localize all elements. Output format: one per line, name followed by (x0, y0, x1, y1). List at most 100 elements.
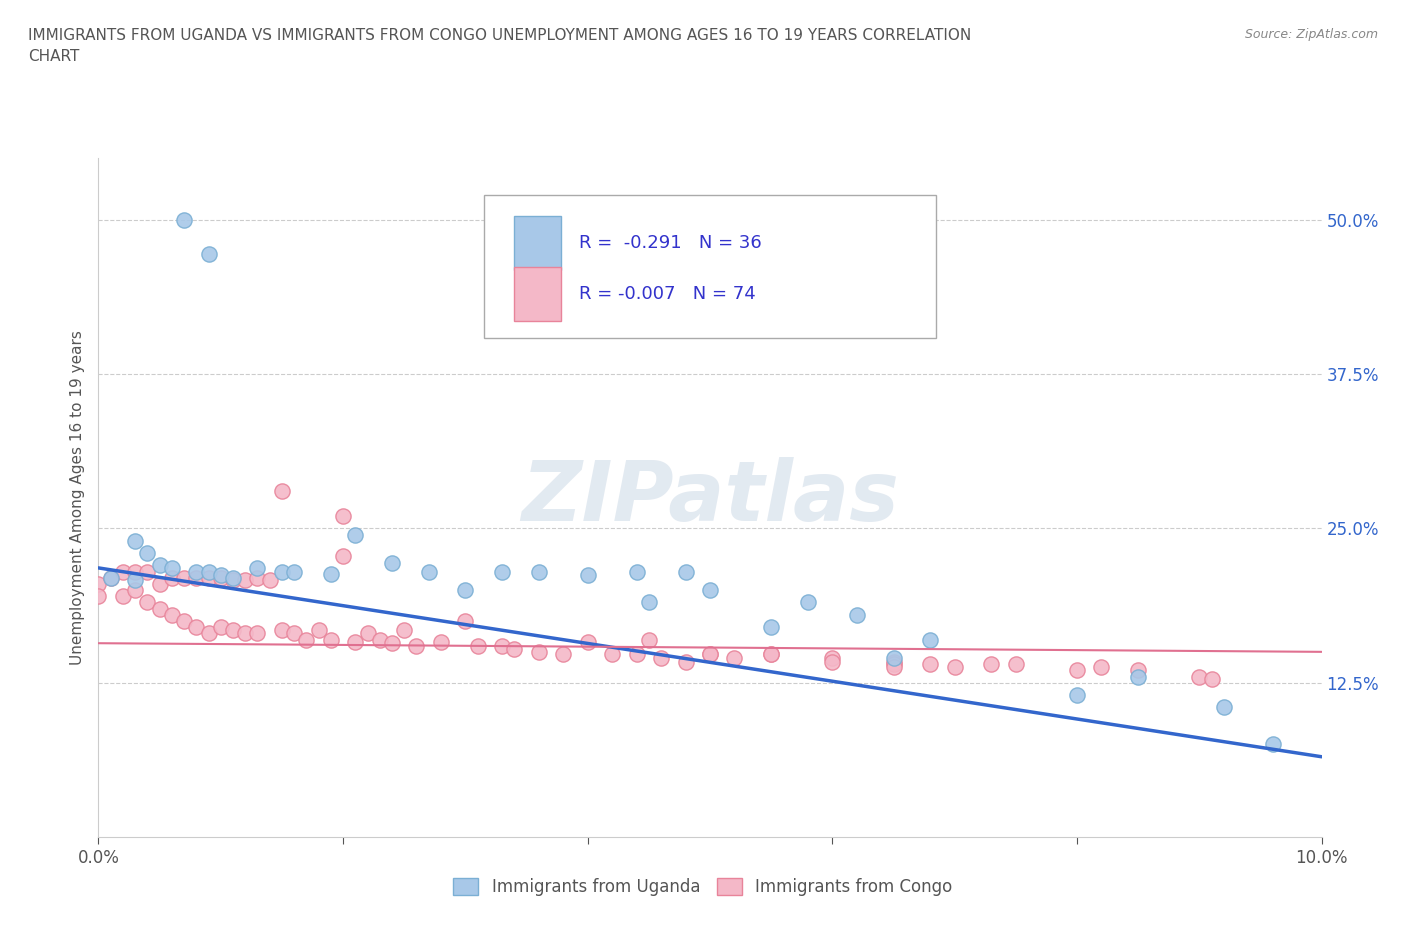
Point (723, 651, 745, 666)
Point (136, 565, 159, 579)
Point (980, 657, 1002, 671)
Point (430, 634, 453, 649)
Point (111, 589, 134, 604)
Point (124, 533, 146, 548)
Point (454, 583, 477, 598)
Text: R = -0.007   N = 74: R = -0.007 N = 74 (579, 285, 756, 303)
Point (675, 565, 697, 579)
Point (759, 647, 782, 662)
Point (759, 619, 782, 634)
Point (1066, 687, 1088, 702)
Point (637, 632, 661, 647)
Point (160, 570, 183, 585)
Point (368, 632, 391, 647)
Point (136, 595, 159, 610)
Point (845, 607, 868, 622)
Point (418, 565, 440, 579)
Point (209, 570, 232, 585)
Point (124, 573, 146, 588)
Point (270, 622, 292, 637)
Point (503, 642, 526, 657)
Point (136, 546, 159, 561)
Point (197, 626, 219, 641)
Point (576, 568, 599, 583)
Bar (515, 216, 561, 270)
Point (319, 566, 342, 581)
Point (883, 651, 905, 666)
Text: Source: ZipAtlas.com: Source: ZipAtlas.com (1244, 28, 1378, 41)
Point (1128, 669, 1150, 684)
Point (233, 626, 256, 641)
Text: IMMIGRANTS FROM UGANDA VS IMMIGRANTS FROM CONGO UNEMPLOYMENT AMONG AGES 16 TO 19: IMMIGRANTS FROM UGANDA VS IMMIGRANTS FRO… (28, 28, 972, 64)
Point (222, 570, 245, 585)
Point (160, 561, 183, 576)
Point (943, 659, 966, 674)
Point (332, 509, 354, 524)
Point (100, 570, 122, 585)
Y-axis label: Unemployment Among Ages 16 to 19 years: Unemployment Among Ages 16 to 19 years (69, 330, 84, 665)
Point (1066, 663, 1088, 678)
Point (149, 558, 172, 573)
Point (259, 573, 281, 588)
Point (491, 638, 513, 653)
Point (491, 565, 513, 579)
Point (920, 632, 942, 647)
Point (381, 555, 404, 570)
Point (381, 636, 404, 651)
Point (392, 622, 416, 637)
Point (699, 647, 721, 662)
Point (883, 655, 905, 670)
Point (600, 647, 623, 662)
Point (883, 657, 905, 671)
Point (197, 565, 219, 579)
Point (1128, 663, 1150, 678)
Legend: Immigrants from Uganda, Immigrants from Congo: Immigrants from Uganda, Immigrants from … (447, 871, 959, 903)
Point (209, 619, 232, 634)
Point (160, 607, 183, 622)
Point (650, 651, 672, 666)
Point (553, 647, 575, 662)
Point (527, 644, 550, 659)
Point (233, 573, 256, 588)
Point (344, 527, 367, 542)
Point (197, 570, 219, 585)
Point (467, 638, 489, 653)
Point (283, 565, 305, 579)
Point (699, 647, 721, 662)
Point (920, 657, 942, 671)
Point (308, 622, 330, 637)
Point (246, 626, 269, 641)
Text: R =  -0.291   N = 36: R = -0.291 N = 36 (579, 234, 762, 252)
Point (222, 573, 245, 588)
Point (186, 565, 208, 579)
Point (699, 583, 721, 598)
Point (1188, 669, 1211, 684)
Point (356, 626, 378, 641)
Point (527, 565, 550, 579)
Point (149, 577, 172, 591)
Point (637, 595, 661, 610)
Point (344, 634, 367, 649)
Point (111, 565, 134, 579)
Point (626, 565, 648, 579)
Point (295, 632, 318, 647)
FancyBboxPatch shape (484, 195, 936, 338)
Point (1090, 659, 1112, 674)
Point (797, 595, 820, 610)
Point (626, 647, 648, 662)
Point (821, 655, 844, 670)
Point (87, 589, 110, 604)
Point (270, 565, 292, 579)
Point (246, 561, 269, 576)
Point (759, 647, 782, 662)
Point (149, 601, 172, 616)
Point (87, 577, 110, 591)
Point (405, 638, 427, 653)
Point (173, 212, 195, 227)
Point (173, 570, 195, 585)
Point (173, 614, 195, 629)
Point (100, 570, 122, 585)
Point (209, 568, 232, 583)
Point (1004, 657, 1026, 671)
Point (246, 570, 269, 585)
